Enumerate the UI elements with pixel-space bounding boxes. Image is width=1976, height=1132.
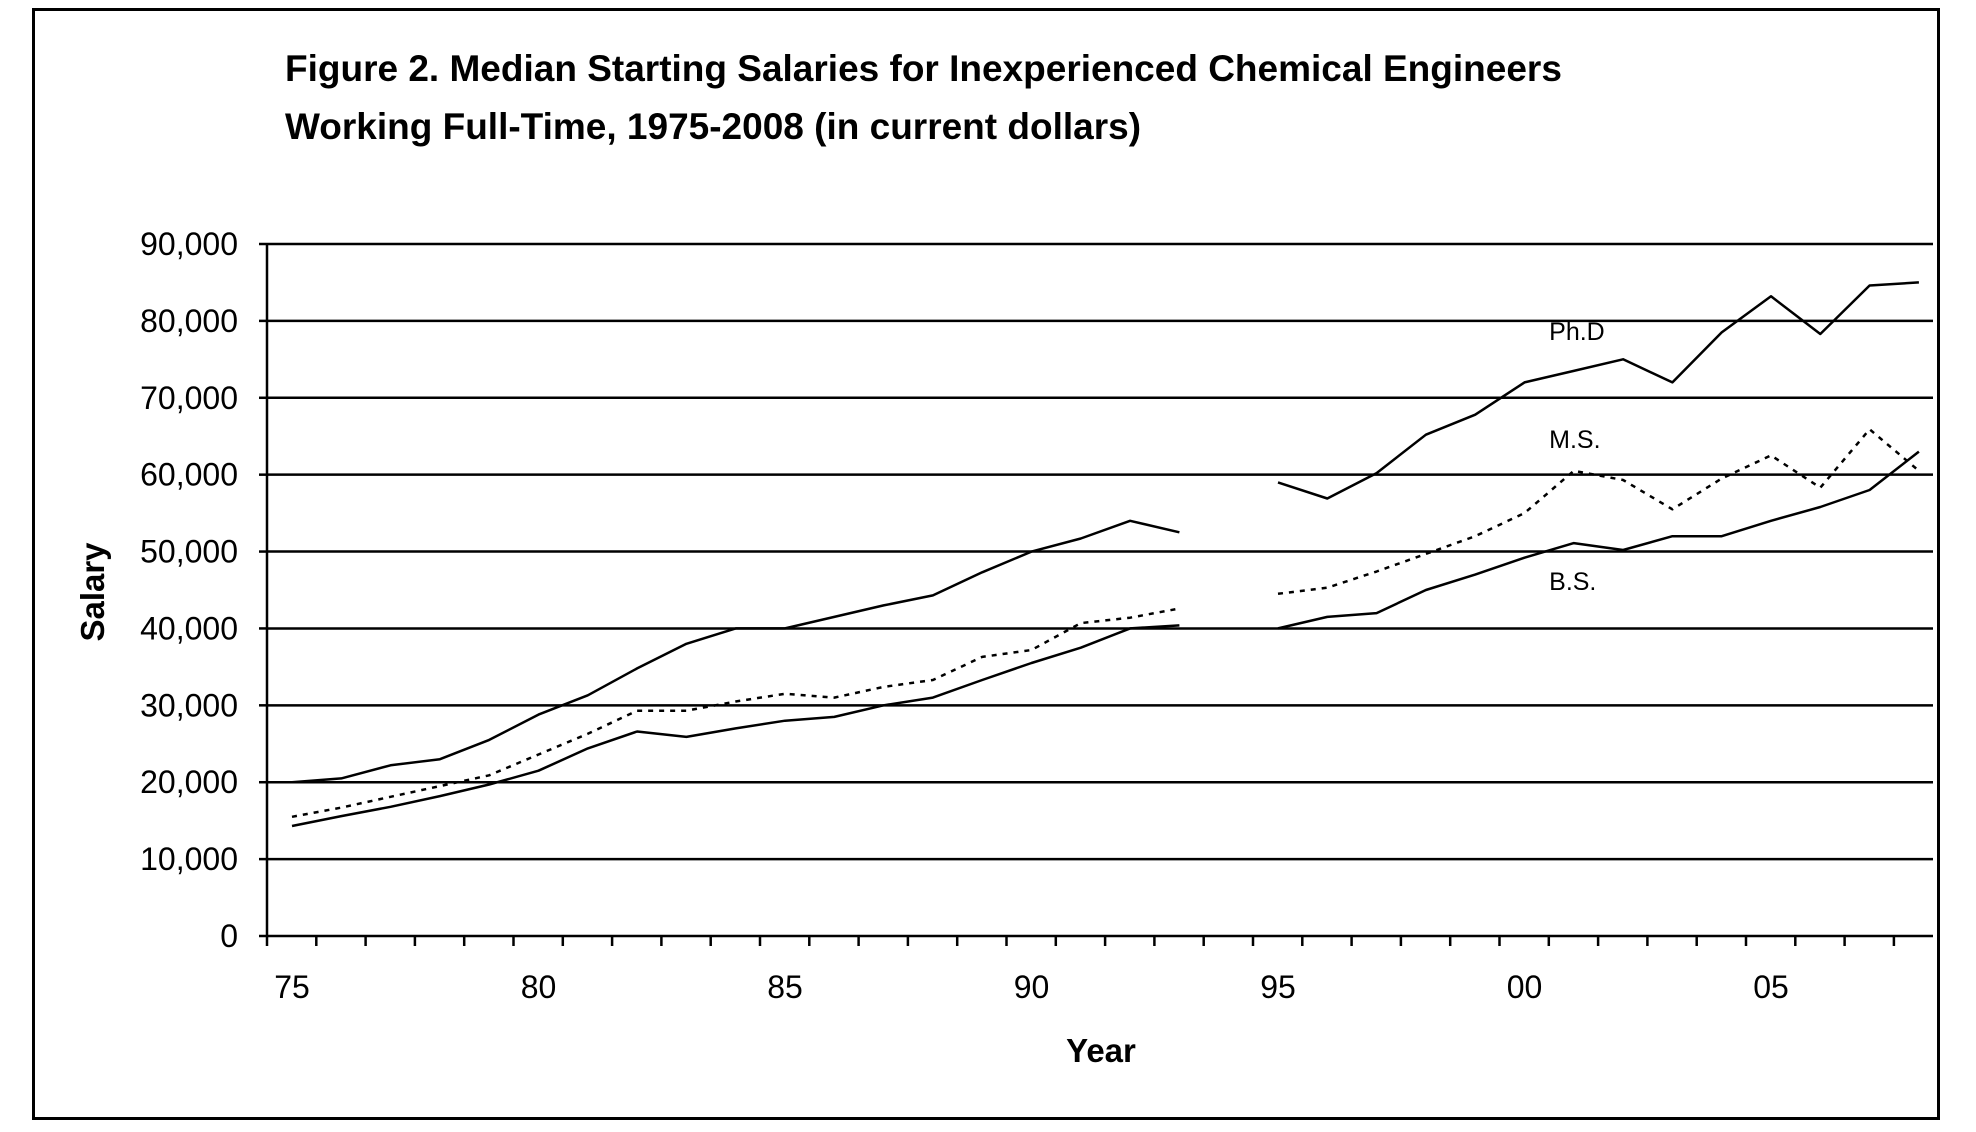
y-tick-label: 30,000 [140,687,238,723]
series-label-phd: Ph.D [1549,318,1605,346]
y-tick-label: 20,000 [140,764,238,800]
x-tick-label: 95 [1260,969,1296,1005]
series-line-bs [1277,450,1920,630]
y-tick-label: 10,000 [140,841,238,877]
x-tick-label: 90 [1014,969,1050,1005]
series-label-ms: M.S. [1549,426,1600,454]
series-labels: Ph.D M.S. B.S. [1549,318,1605,596]
chart-title-line-1: Figure 2. Median Starting Salaries for I… [285,48,1562,89]
chart-frame [32,8,1940,1120]
x-tick-label: 00 [1507,969,1543,1005]
gridlines [267,242,1933,861]
series-line-ms [291,607,1180,819]
y-tick-label: 70,000 [140,380,238,416]
series-line-bs [291,624,1180,828]
series-label-bs: B.S. [1549,568,1596,596]
y-tick-label: 40,000 [140,610,238,646]
x-tick-label: 85 [767,969,803,1005]
series-line-phd [1277,281,1919,500]
y-tick-label: 60,000 [140,457,238,493]
y-tick-label: 50,000 [140,534,238,570]
series-lines [291,281,1920,828]
series-line-ms [1277,428,1920,596]
x-axis-title: Year [1066,1032,1136,1069]
y-tick-label: 0 [220,918,238,954]
y-axis-title: Salary [74,542,111,642]
x-tick-label: 05 [1753,969,1789,1005]
axes: 0 10,000 20,000 30,000 40,000 50,000 60,000 70,… [140,226,1933,1005]
x-tick-label: 80 [521,969,557,1005]
y-tick-label: 90,000 [140,226,238,262]
x-tick-label: 75 [274,969,310,1005]
series-line-phd [291,519,1180,784]
chart-title-line-2: Working Full-Time, 1975-2008 (in current… [285,106,1141,147]
y-tick-label: 80,000 [140,303,238,339]
chart-title: Figure 2. Median Starting Salaries for I… [285,48,1562,147]
